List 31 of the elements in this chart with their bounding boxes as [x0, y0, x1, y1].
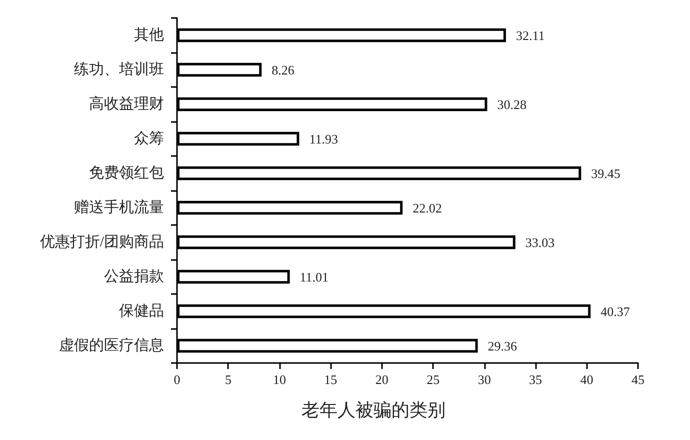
x-tick-label: 40	[580, 372, 594, 387]
y-tick-label: 赠送手机流量	[74, 198, 164, 216]
x-tick-label: 10	[272, 372, 286, 387]
data-label: 11.01	[300, 269, 329, 284]
x-tick-label: 35	[529, 372, 542, 387]
x-axis-title: 老年人被骗的类别	[302, 400, 446, 420]
x-tick-label: 45	[632, 372, 644, 387]
data-label: 33.03	[525, 234, 555, 250]
y-tick-label: 练功、培训班	[74, 60, 164, 78]
data-label: 39.45	[591, 166, 620, 181]
y-tick-label: 优惠打折/团购商品	[40, 233, 164, 250]
y-tick-label: 虚假的医疗信息	[59, 336, 164, 354]
x-tick-label: 15	[324, 372, 338, 387]
y-tick-label: 高收益理财	[89, 95, 164, 112]
data-label: 11.93	[309, 131, 338, 146]
data-label: 22.02	[412, 200, 442, 216]
x-tick-label: 25	[426, 372, 440, 387]
y-tick-label: 其他	[134, 26, 164, 44]
x-tick-label: 30	[478, 372, 491, 387]
y-tick-label: 众筹	[134, 130, 164, 147]
data-label: 32.11	[516, 28, 545, 43]
x-tick-label: 20	[375, 372, 388, 387]
data-label: 30.28	[497, 96, 526, 112]
y-tick-label: 免费领红包	[89, 164, 164, 182]
y-tick-label: 保健品	[119, 303, 164, 320]
data-label: 29.36	[488, 338, 518, 354]
data-label: 40.37	[600, 304, 630, 319]
x-tick-label: 0	[174, 372, 180, 387]
data-label: 8.26	[272, 62, 295, 78]
y-tick-label: 公益捐款	[104, 268, 164, 285]
x-tick-label: 5	[224, 372, 232, 387]
